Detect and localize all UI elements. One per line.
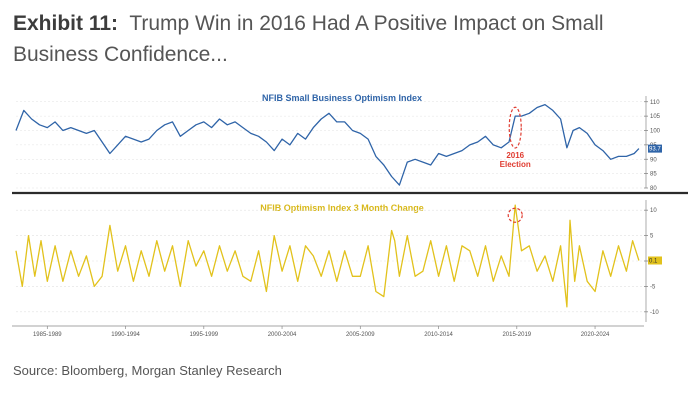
x-tick-label: 2020-2024 (581, 332, 610, 338)
top-y-tick-label: 110 (650, 100, 660, 106)
x-tick-label: 2010-2014 (424, 332, 453, 338)
bottom-series-line (15, 204, 640, 308)
top-current-value-tag (648, 144, 662, 153)
source-note: Source: Bloomberg, Morgan Stanley Resear… (13, 363, 282, 378)
bottom-gridlines (16, 209, 642, 313)
chart-background (12, 88, 688, 350)
bottom-current-value-label: 0.1 (649, 258, 658, 264)
top-gridlines (16, 101, 642, 189)
x-axis: 1985-1989 1990-1994 1995-1999 2000-2004 2005… (33, 326, 610, 338)
x-tick-label: 1995-1999 (189, 332, 218, 338)
bottom-panel-title: NFIB Optimism Index 3 Month Change (260, 203, 424, 213)
election-highlight-circle (507, 207, 523, 223)
top-current-value-label: 93.7 (649, 147, 661, 153)
x-tick-label: 2005-2009 (346, 332, 375, 338)
x-tick-label: 1990-1994 (111, 332, 140, 338)
top-y-tick-label: 85 (650, 172, 657, 178)
x-tick-label: 2015-2019 (502, 332, 531, 338)
election-highlight-ellipse (508, 106, 522, 149)
bottom-panel: NFIB Optimism Index 3 Month Change -10 -5… (15, 200, 662, 322)
x-tick-label: 1985-1989 (33, 332, 62, 338)
top-series-line (15, 103, 640, 186)
page-title: Exhibit 11: Trump Win in 2016 Had A Posi… (13, 8, 693, 70)
top-panel-title: NFIB Small Business Optimism Index (262, 93, 422, 103)
title-text: Trump Win in 2016 Had A Positive Impact … (13, 12, 604, 66)
bottom-y-tick-label: -5 (650, 284, 656, 290)
x-tick-label: 2000-2004 (268, 332, 297, 338)
election-annotation-year: 2016 (506, 151, 524, 160)
chart-svg: NFIB Small Business Optimism Index 80 85 9… (12, 88, 688, 350)
top-panel: NFIB Small Business Optimism Index 80 85 9… (15, 93, 662, 192)
exhibit-label: Exhibit 11: (13, 12, 119, 35)
top-y-tick-label: 105 (650, 114, 661, 120)
top-y-tick-label: 80 (650, 186, 657, 192)
bottom-y-tick-label: 10 (650, 208, 657, 214)
bottom-current-value-tag (648, 256, 662, 265)
bottom-y-tick-label: 5 (650, 234, 654, 240)
election-annotation-label: Election (500, 160, 531, 169)
bottom-y-tick-label: -10 (650, 310, 659, 316)
top-y-tick-label: 90 (650, 157, 657, 163)
top-y-tick-label: 100 (650, 129, 661, 135)
chart-container: NFIB Small Business Optimism Index 80 85 9… (12, 88, 688, 350)
